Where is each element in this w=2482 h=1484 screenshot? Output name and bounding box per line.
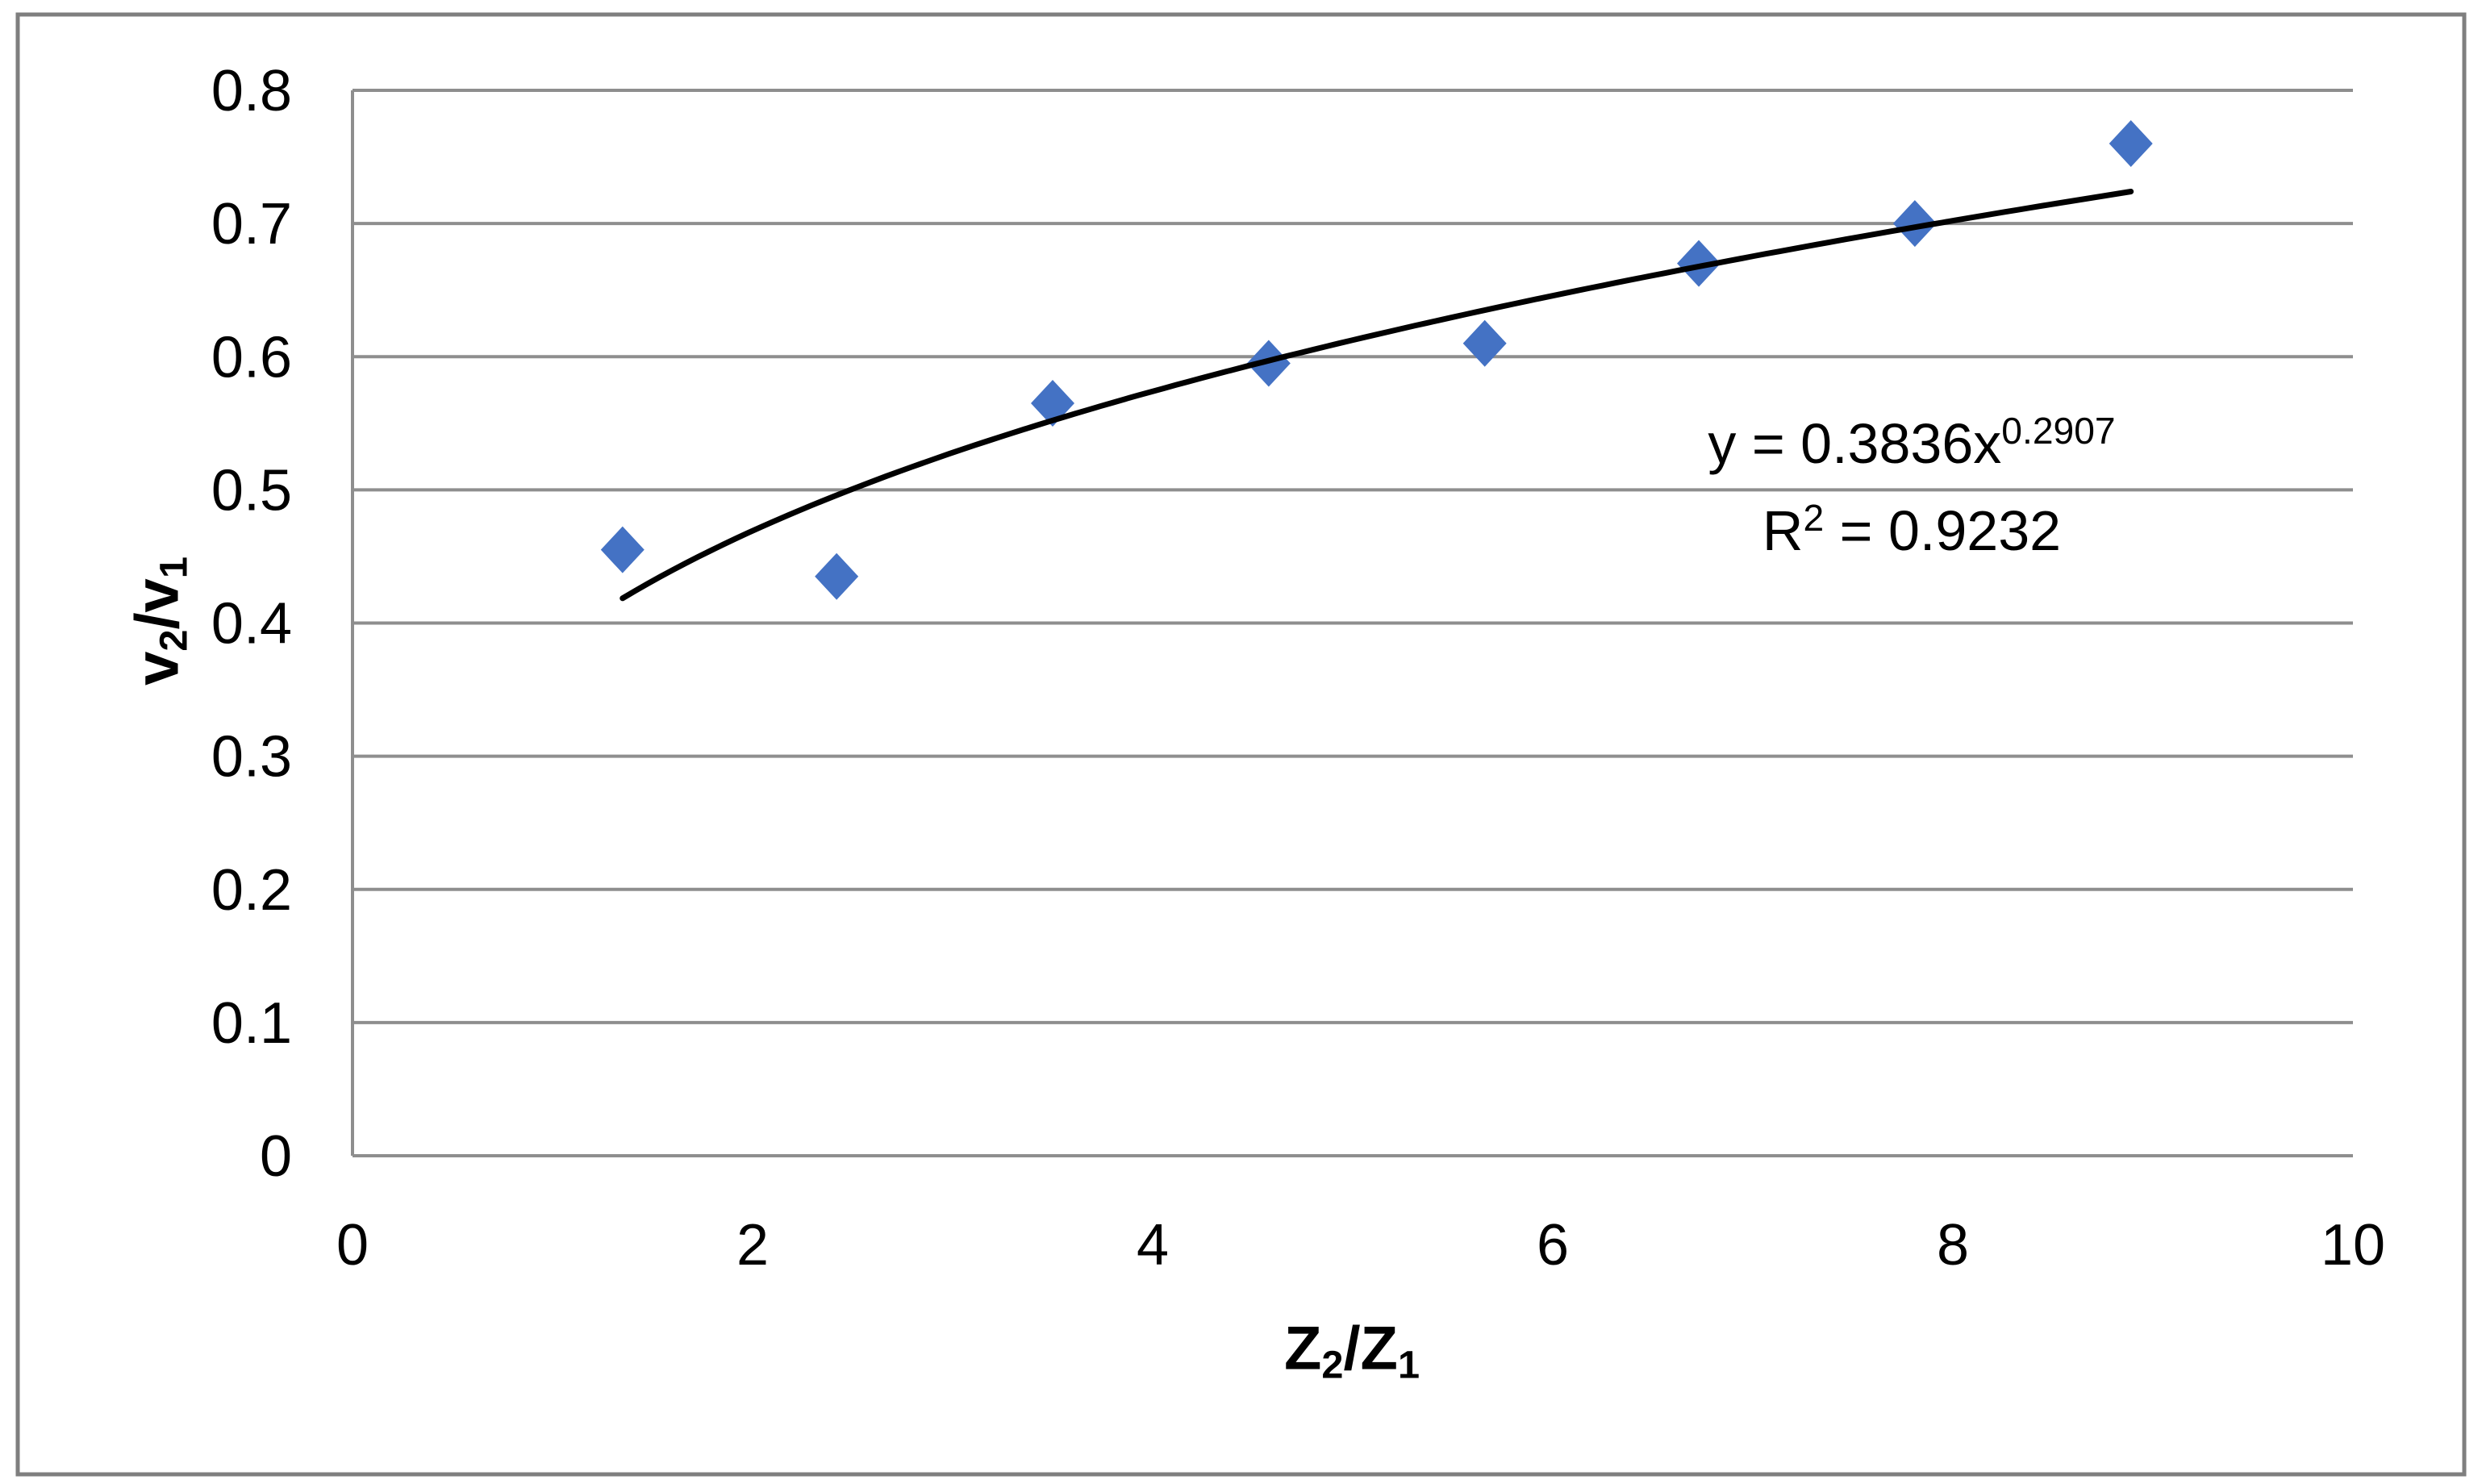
trendline-label-block: y = 0.3836x0.2907 R2 = 0.9232 (1654, 403, 2170, 577)
data-point-diamond (1462, 319, 1507, 367)
data-point-diamond (1677, 240, 1721, 287)
data-point-diamond (815, 552, 859, 600)
axis-title-part: 2 (1321, 1343, 1344, 1387)
r-squared-label: R2 = 0.9232 (1654, 490, 2170, 577)
axis-title-part: /Z (1343, 1314, 1398, 1383)
x-tick-label: 0 (336, 1213, 369, 1278)
y-tick-label: 0 (260, 1124, 292, 1189)
r-squared-base: R (1762, 499, 1804, 562)
x-tick-label: 10 (2321, 1213, 2385, 1278)
x-axis-title: Z2/Z1 (1283, 1314, 1420, 1387)
data-point-diamond (600, 526, 644, 573)
y-axis-title: v2/v1 (123, 556, 196, 686)
x-tick-label: 8 (1937, 1213, 1969, 1278)
y-tick-label: 0.1 (211, 991, 292, 1056)
y-tick-label: 0.6 (211, 325, 292, 390)
x-tick-label: 4 (1137, 1213, 1169, 1278)
equation-exponent: 0.2907 (2001, 409, 2116, 452)
y-tick-label: 0.2 (211, 858, 292, 923)
y-tick-label: 0.7 (211, 192, 292, 256)
y-tick-label: 0.8 (211, 59, 292, 123)
r-squared-value: = 0.9232 (1824, 499, 2062, 562)
y-tick-label: 0.3 (211, 725, 292, 790)
r-squared-sup: 2 (1803, 496, 1825, 539)
figure-border (15, 12, 2467, 1477)
axis-title-part: v (123, 651, 192, 686)
axis-title-part: /v (123, 578, 192, 630)
trendline-curve (619, 189, 2134, 602)
x-tick-label: 6 (1537, 1213, 1569, 1278)
y-tick-label: 0.4 (211, 592, 292, 657)
axis-title-part: 2 (152, 629, 196, 652)
data-point-diamond (2109, 120, 2153, 168)
equation-base: y = 0.3836x (1708, 412, 2002, 475)
y-tick-label: 0.5 (211, 458, 292, 523)
data-point-diamond (1892, 200, 1937, 248)
trendline-equation: y = 0.3836x0.2907 (1654, 403, 2170, 490)
axis-title-part: Z (1283, 1314, 1322, 1383)
axis-title-part: 1 (1397, 1343, 1420, 1387)
x-tick-label: 2 (736, 1213, 769, 1278)
axis-title-part: 1 (152, 556, 196, 579)
